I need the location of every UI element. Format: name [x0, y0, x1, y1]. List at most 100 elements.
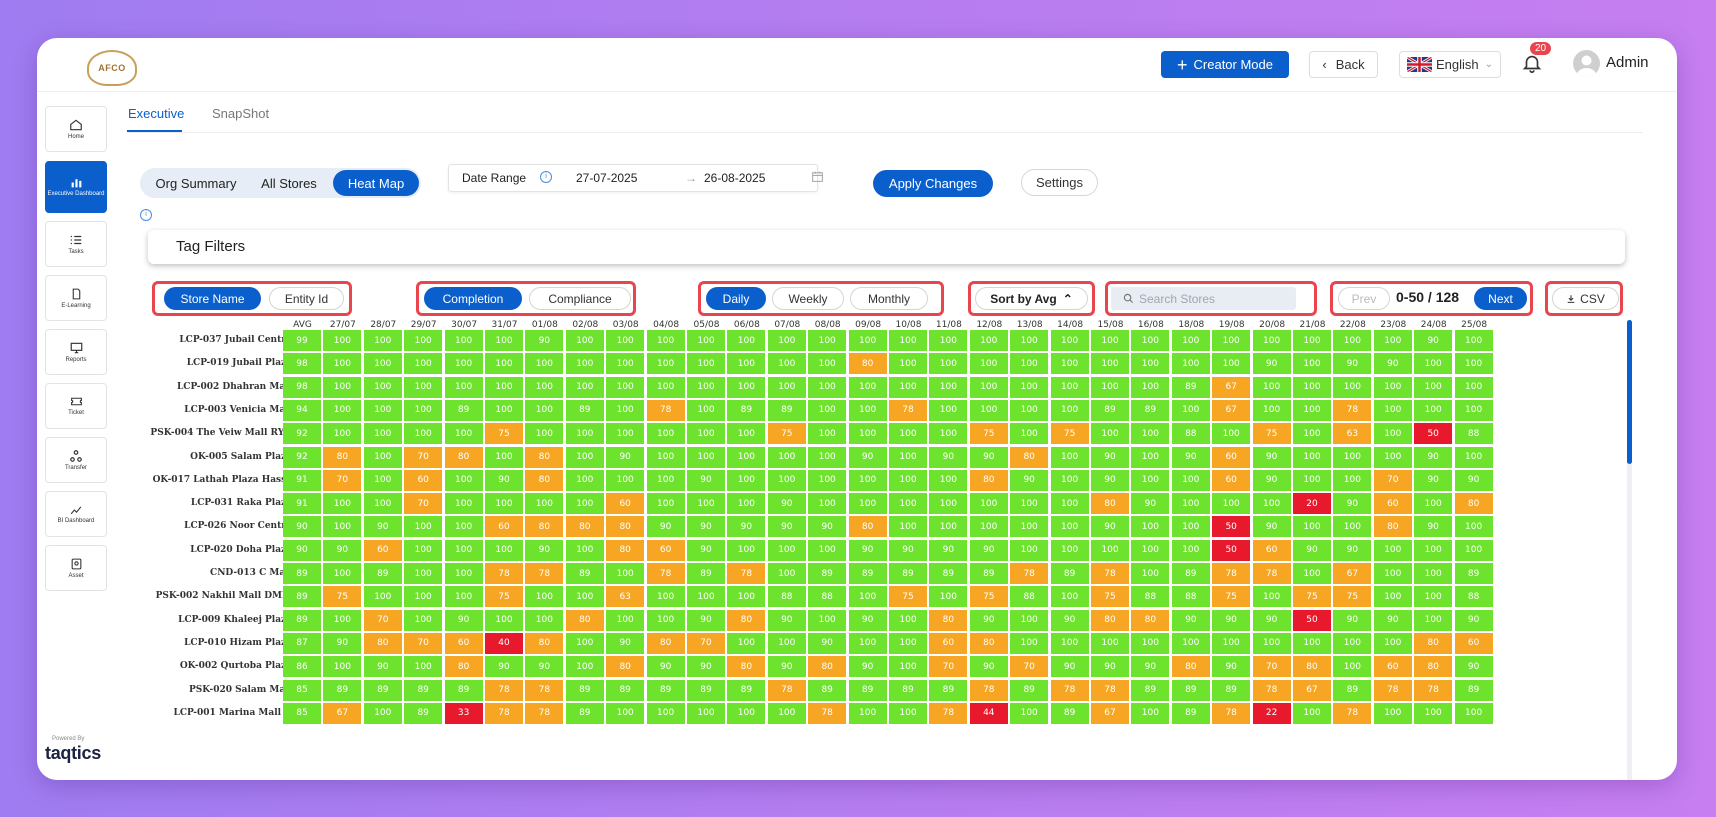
heatmap-cell[interactable]: 100 [687, 586, 725, 608]
heatmap-cell[interactable]: 60 [404, 469, 443, 491]
heatmap-cell[interactable]: 90 [687, 609, 725, 631]
heatmap-cell[interactable]: 100 [485, 446, 523, 468]
heatmap-cell[interactable]: 100 [687, 330, 725, 351]
heatmap-cell[interactable]: 75 [889, 586, 927, 608]
heatmap-cell[interactable]: 100 [1091, 376, 1129, 398]
heatmap-cell[interactable]: 89 [1010, 679, 1049, 701]
heatmap-avg-cell[interactable]: 89 [283, 563, 321, 584]
heatmap-cell[interactable]: 75 [1050, 423, 1089, 445]
heatmap-cell[interactable]: 100 [969, 493, 1008, 515]
heatmap-cell[interactable]: 100 [1333, 330, 1372, 351]
heatmap-cell[interactable]: 75 [1252, 423, 1291, 445]
heatmap-cell[interactable]: 100 [969, 399, 1008, 421]
heatmap-cell[interactable]: 90 [1414, 330, 1453, 351]
heatmap-cell[interactable]: 90 [1293, 539, 1331, 561]
weekly-option[interactable]: Weekly [772, 287, 844, 310]
view-org-summary[interactable]: Org Summary [155, 175, 237, 191]
heatmap-cell[interactable]: 90 [606, 446, 645, 468]
heatmap-cell[interactable]: 90 [808, 632, 847, 654]
heatmap-cell[interactable]: 100 [767, 539, 806, 561]
heatmap-cell[interactable]: 89 [404, 679, 443, 701]
heatmap-avg-cell[interactable]: 99 [283, 330, 321, 351]
heatmap-cell[interactable]: 100 [606, 469, 645, 491]
heatmap-cell[interactable]: 90 [848, 609, 887, 631]
heatmap-cell[interactable]: 75 [1212, 586, 1251, 608]
heatmap-cell[interactable]: 90 [646, 656, 685, 678]
heatmap-cell[interactable]: 90 [969, 539, 1008, 561]
heatmap-cell[interactable]: 100 [808, 609, 847, 631]
heatmap-avg-cell[interactable]: 91 [283, 469, 321, 491]
heatmap-cell[interactable]: 100 [525, 399, 564, 421]
heatmap-cell[interactable]: 100 [727, 586, 766, 608]
heatmap-cell[interactable]: 67 [1293, 679, 1331, 701]
heatmap-cell[interactable]: 90 [1091, 656, 1129, 678]
heatmap-cell[interactable]: 100 [606, 423, 645, 445]
sidebar-item-elearning[interactable]: E-Learning [45, 275, 107, 321]
heatmap-cell[interactable]: 100 [767, 376, 806, 398]
heatmap-cell[interactable]: 100 [565, 423, 604, 445]
compliance-option[interactable]: Compliance [529, 287, 631, 310]
heatmap-cell[interactable]: 70 [363, 609, 402, 631]
heatmap-cell[interactable]: 100 [808, 330, 847, 351]
heatmap-cell[interactable]: 89 [363, 679, 402, 701]
heatmap-cell[interactable]: 89 [767, 399, 806, 421]
heatmap-cell[interactable]: 90 [1171, 609, 1210, 631]
heatmap-cell[interactable]: 100 [889, 609, 927, 631]
heatmap-cell[interactable]: 100 [485, 330, 523, 351]
heatmap-cell[interactable]: 100 [646, 609, 685, 631]
heatmap-cell[interactable]: 78 [1333, 399, 1372, 421]
heatmap-cell[interactable]: 90 [767, 609, 806, 631]
heatmap-cell[interactable]: 100 [1212, 353, 1251, 375]
heatmap-cell[interactable]: 100 [687, 376, 725, 398]
info-icon[interactable]: i [140, 209, 152, 221]
heatmap-cell[interactable]: 90 [687, 516, 725, 538]
heatmap-cell[interactable]: 100 [848, 469, 887, 491]
heatmap-cell[interactable]: 89 [808, 563, 847, 584]
heatmap-cell[interactable]: 80 [565, 516, 604, 538]
heatmap-cell[interactable]: 100 [848, 493, 887, 515]
heatmap-cell[interactable]: 90 [808, 516, 847, 538]
heatmap-cell[interactable]: 50 [1212, 539, 1251, 561]
heatmap-cell[interactable]: 89 [565, 563, 604, 584]
heatmap-cell[interactable]: 80 [444, 656, 483, 678]
heatmap-cell[interactable]: 90 [1171, 446, 1210, 468]
heatmap-cell[interactable]: 100 [1454, 539, 1493, 561]
heatmap-cell[interactable]: 80 [848, 516, 887, 538]
heatmap-cell[interactable]: 90 [1333, 493, 1372, 515]
heatmap-cell[interactable]: 89 [929, 679, 968, 701]
heatmap-cell[interactable]: 100 [444, 330, 483, 351]
heatmap-cell[interactable]: 89 [444, 399, 483, 421]
heatmap-cell[interactable]: 100 [1050, 539, 1089, 561]
heatmap-cell[interactable]: 90 [1050, 656, 1089, 678]
heatmap-cell[interactable]: 100 [727, 632, 766, 654]
heatmap-cell[interactable]: 100 [889, 330, 927, 351]
heatmap-cell[interactable]: 100 [606, 563, 645, 584]
heatmap-cell[interactable]: 80 [363, 632, 402, 654]
heatmap-cell[interactable]: 89 [565, 399, 604, 421]
heatmap-cell[interactable]: 80 [525, 516, 564, 538]
heatmap-cell[interactable]: 90 [767, 493, 806, 515]
heatmap-cell[interactable]: 90 [1414, 516, 1453, 538]
heatmap-cell[interactable]: 90 [687, 469, 725, 491]
heatmap-cell[interactable]: 100 [565, 353, 604, 375]
heatmap-cell[interactable]: 60 [1252, 539, 1291, 561]
heatmap-cell[interactable]: 60 [444, 632, 483, 654]
sidebar-item-bi-dashboard[interactable]: BI Dashboard [45, 491, 107, 537]
heatmap-cell[interactable]: 100 [485, 609, 523, 631]
heatmap-cell[interactable]: 78 [1333, 702, 1372, 724]
heatmap-cell[interactable]: 78 [525, 679, 564, 701]
heatmap-cell[interactable]: 100 [606, 702, 645, 724]
heatmap-cell[interactable]: 90 [848, 539, 887, 561]
heatmap-cell[interactable]: 70 [1373, 469, 1412, 491]
heatmap-cell[interactable]: 90 [1091, 469, 1129, 491]
heatmap-cell[interactable]: 100 [1454, 353, 1493, 375]
heatmap-cell[interactable]: 100 [969, 353, 1008, 375]
heatmap-cell[interactable]: 70 [404, 493, 443, 515]
heatmap-scrollbar-track[interactable] [1627, 320, 1632, 780]
heatmap-cell[interactable]: 100 [646, 469, 685, 491]
heatmap-cell[interactable]: 100 [727, 376, 766, 398]
heatmap-cell[interactable]: 100 [929, 353, 968, 375]
heatmap-cell[interactable]: 100 [1091, 632, 1129, 654]
heatmap-cell[interactable]: 100 [1212, 493, 1251, 515]
heatmap-cell[interactable]: 100 [767, 702, 806, 724]
